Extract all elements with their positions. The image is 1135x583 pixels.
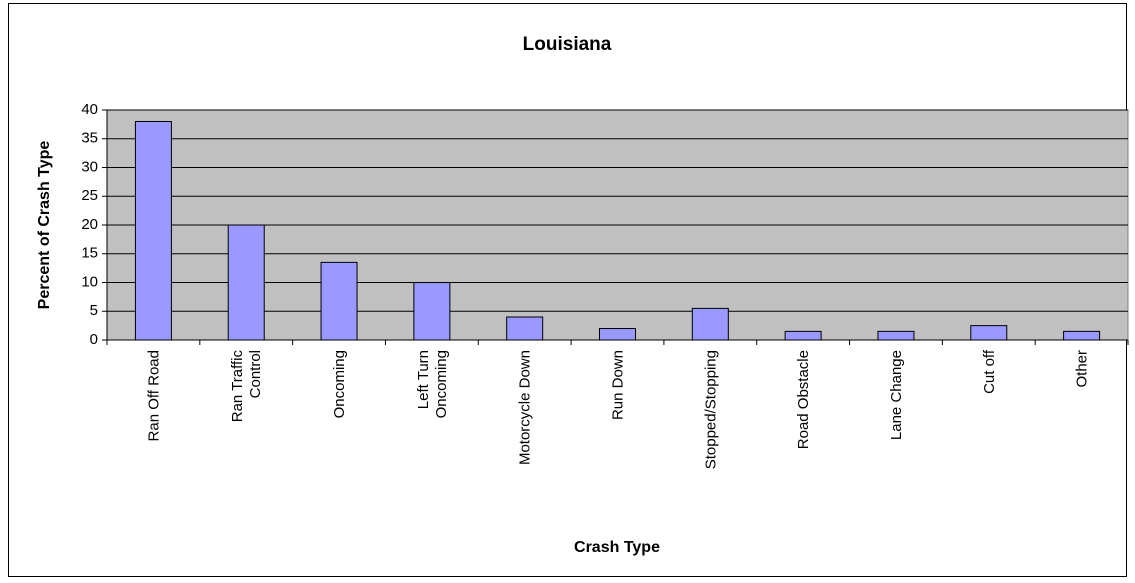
x-tick-label: Left TurnOncoming [415,350,450,418]
y-tick-label: 5 [90,302,98,319]
x-tick-label: Run Down [610,350,627,420]
x-tick-label: Ran Off Road [145,350,162,441]
bar [413,282,451,341]
y-tick-label: 20 [81,216,98,233]
y-tick-label: 30 [81,158,98,175]
x-tick-label: Cut off [981,349,998,394]
bar [970,325,1008,341]
y-tick-label: 25 [81,187,98,204]
y-tick-label: 10 [81,273,98,290]
y-tick-label: 0 [90,331,98,348]
bar [877,330,915,341]
x-tick-label: Other [1074,350,1091,388]
y-tick-label: 40 [81,101,98,118]
bar [227,224,265,341]
bar [134,121,172,341]
x-tick-label: Lane Change [888,350,905,440]
x-axis-title: Crash Type [574,539,660,556]
x-tick-label: Oncoming [331,350,348,418]
chart-title: Louisiana [523,34,612,55]
x-tick-label: Motorcycle Down [517,350,534,465]
y-tick-label: 15 [81,245,98,262]
y-axis-title: Percent of Crash Type [36,141,53,310]
bar [599,328,636,341]
y-tick-label: 35 [81,130,98,147]
x-tick-label: Stopped/Stopping [702,350,719,469]
x-tick-label: Road Obstacle [795,350,812,449]
x-tick-label: Ran TrafficControl [229,350,264,423]
bar [784,330,822,341]
bar [1063,330,1101,341]
bar [320,261,358,341]
bar [506,316,544,341]
bar [691,307,729,341]
